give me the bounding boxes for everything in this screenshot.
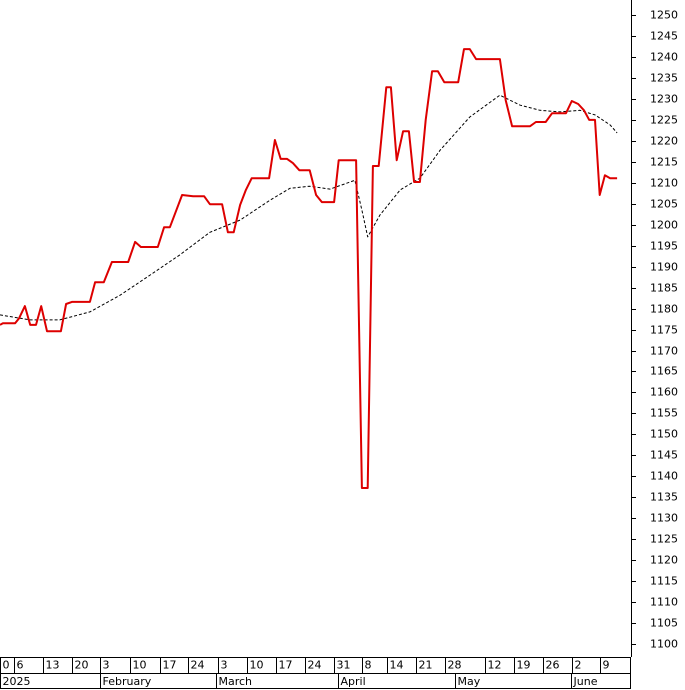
- y-tick-label: 1190: [650, 261, 678, 274]
- y-tick-label: 1210: [650, 177, 678, 190]
- y-tick-label: 1125: [650, 533, 678, 546]
- y-tick-label: 1250: [650, 9, 678, 22]
- y-tick-label: 1155: [650, 407, 678, 420]
- x-tick-label: 19: [517, 659, 531, 672]
- y-tick-label: 1170: [650, 345, 678, 358]
- x-tick-label: 0: [3, 659, 10, 672]
- x-tick-label: 9: [603, 659, 610, 672]
- x-tick-label: 24: [308, 659, 322, 672]
- x-tick-label: 17: [163, 659, 177, 672]
- month-label: 2025: [3, 675, 31, 688]
- month-label: February: [103, 675, 152, 688]
- y-tick-label: 1120: [650, 554, 678, 567]
- month-label: June: [573, 675, 598, 688]
- y-tick-label: 1200: [650, 219, 678, 232]
- month-label: March: [219, 675, 253, 688]
- y-tick-label: 1185: [650, 282, 678, 295]
- y-tick-label: 1105: [650, 617, 678, 630]
- y-tick-label: 1140: [650, 470, 678, 483]
- x-tick-label: 31: [337, 659, 351, 672]
- x-tick-label: 26: [546, 659, 560, 672]
- y-tick-label: 1225: [650, 114, 678, 127]
- price-line: [0, 48, 618, 489]
- y-tick-label: 1115: [650, 575, 678, 588]
- x-tick-label: 17: [279, 659, 293, 672]
- x-tick-label: 12: [488, 659, 502, 672]
- x-tick-label: 21: [419, 659, 433, 672]
- x-tick-label: 20: [75, 659, 89, 672]
- month-label: April: [341, 675, 366, 688]
- y-tick-label: 1215: [650, 156, 678, 169]
- y-tick-label: 1240: [650, 51, 678, 64]
- moving-average-line: [0, 94, 618, 321]
- y-tick-label: 1130: [650, 512, 678, 525]
- month-label: May: [458, 675, 481, 688]
- x-tick-label: 13: [46, 659, 60, 672]
- y-tick-label: 1195: [650, 240, 678, 253]
- y-tick-label: 1220: [650, 135, 678, 148]
- y-tick-label: 1235: [650, 72, 678, 85]
- x-tick-label: 14: [390, 659, 404, 672]
- x-tick-label: 3: [221, 659, 228, 672]
- y-tick-label: 1100: [650, 638, 678, 651]
- x-tick-label: 10: [133, 659, 147, 672]
- y-tick-label: 1150: [650, 428, 678, 441]
- y-tick-label: 1135: [650, 491, 678, 504]
- y-tick-label: 1230: [650, 93, 678, 106]
- x-tick-label: 2: [575, 659, 582, 672]
- x-tick-label: 8: [365, 659, 372, 672]
- x-tick-label: 24: [191, 659, 205, 672]
- y-tick-label: 1175: [650, 324, 678, 337]
- y-tick-label: 1180: [650, 303, 678, 316]
- x-tick-label: 28: [448, 659, 462, 672]
- x-tick-label: 6: [17, 659, 24, 672]
- x-tick-label: 3: [103, 659, 110, 672]
- y-tick-label: 1145: [650, 449, 678, 462]
- y-tick-label: 1160: [650, 386, 678, 399]
- y-tick-label: 1205: [650, 198, 678, 211]
- y-tick-label: 1165: [650, 365, 678, 378]
- x-tick-label: 10: [250, 659, 264, 672]
- y-tick-label: 1110: [650, 596, 678, 609]
- y-tick-label: 1245: [650, 30, 678, 43]
